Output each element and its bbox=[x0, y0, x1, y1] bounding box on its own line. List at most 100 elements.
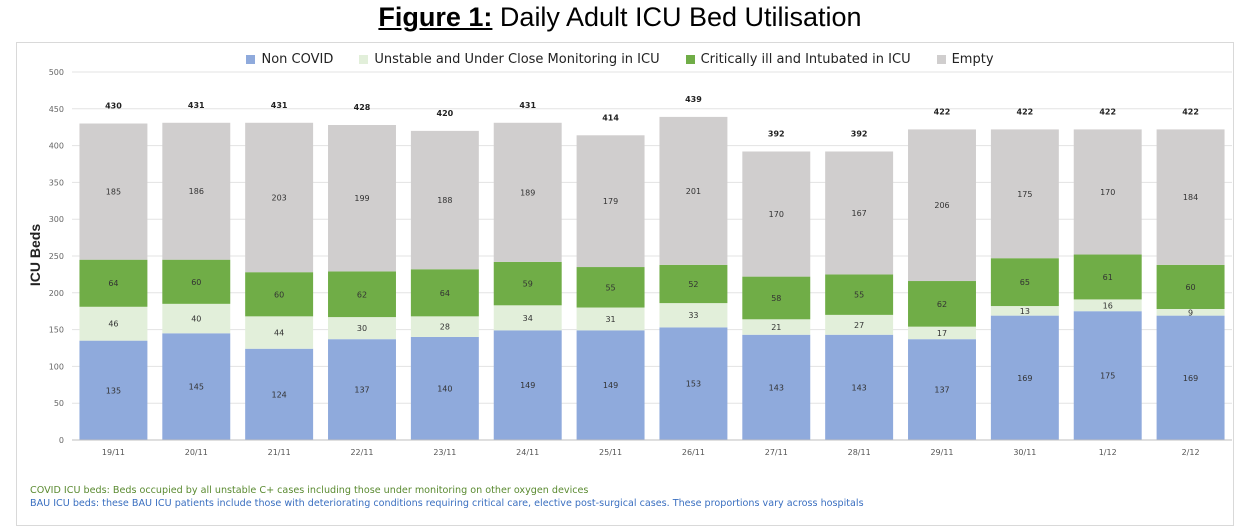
data-label: 135 bbox=[106, 386, 121, 395]
bar-segment bbox=[576, 330, 645, 440]
data-label: 124 bbox=[272, 390, 287, 399]
data-label: 64 bbox=[440, 289, 450, 298]
total-label: 392 bbox=[768, 129, 785, 138]
total-label: 431 bbox=[188, 101, 205, 110]
total-label: 422 bbox=[1182, 107, 1199, 116]
legend-label-unstable: Unstable and Under Close Monitoring in I… bbox=[374, 52, 660, 67]
bar-segment bbox=[162, 122, 231, 260]
data-label: 17 bbox=[937, 329, 947, 338]
data-label: 170 bbox=[769, 210, 784, 219]
bar-segment bbox=[162, 333, 231, 440]
data-label: 46 bbox=[108, 320, 118, 329]
y-tick-label: 150 bbox=[49, 326, 64, 335]
total-label: 414 bbox=[602, 113, 619, 122]
data-label: 199 bbox=[354, 194, 369, 203]
total-label: 420 bbox=[437, 109, 454, 118]
bar-segment bbox=[162, 303, 231, 334]
bar-segment bbox=[1073, 129, 1142, 255]
data-label: 65 bbox=[1020, 278, 1030, 287]
bar-segment bbox=[1156, 308, 1225, 316]
bar-segment bbox=[410, 130, 479, 270]
bar-segment bbox=[245, 348, 314, 440]
data-label: 149 bbox=[603, 381, 618, 390]
data-label: 62 bbox=[937, 300, 947, 309]
total-label: 428 bbox=[354, 103, 371, 112]
bar-segment bbox=[245, 122, 314, 273]
legend-item-unstable: Unstable and Under Close Monitoring in I… bbox=[359, 52, 660, 67]
data-label: 167 bbox=[852, 209, 867, 218]
x-tick-label: 25/11 bbox=[599, 448, 622, 457]
y-axis: 0 50 100 150 200 250 300 350 400 450 500 bbox=[49, 68, 64, 445]
bar-segment bbox=[659, 327, 728, 440]
bar-segment bbox=[1156, 264, 1225, 309]
data-label: 145 bbox=[189, 383, 204, 392]
data-label: 137 bbox=[934, 386, 949, 395]
x-tick-label: 20/11 bbox=[185, 448, 208, 457]
bar-segment bbox=[79, 259, 148, 307]
x-tick-label: 2/12 bbox=[1182, 448, 1200, 457]
data-label: 170 bbox=[1100, 188, 1115, 197]
data-label: 169 bbox=[1183, 374, 1198, 383]
data-label: 143 bbox=[769, 383, 784, 392]
data-label: 21 bbox=[771, 323, 781, 332]
bar-segment bbox=[245, 316, 314, 349]
data-label: 44 bbox=[274, 329, 284, 338]
bar-segment bbox=[742, 334, 811, 440]
bar-segment bbox=[908, 326, 976, 340]
x-tick-label: 28/11 bbox=[848, 448, 871, 457]
legend-swatch-unstable bbox=[359, 55, 369, 64]
bar-segment bbox=[79, 123, 148, 260]
bar-segment bbox=[742, 151, 811, 277]
legend-item-empty: Empty bbox=[936, 52, 994, 67]
y-tick-label: 0 bbox=[59, 436, 64, 445]
bar-segment bbox=[990, 306, 1059, 316]
data-label: 64 bbox=[108, 279, 118, 288]
chart-legend: Non COVID Unstable and Under Close Monit… bbox=[0, 52, 1240, 67]
data-label: 201 bbox=[686, 187, 701, 196]
data-label: 189 bbox=[520, 188, 535, 197]
bar-segment bbox=[742, 319, 811, 335]
bar-segment bbox=[825, 314, 894, 335]
data-label: 31 bbox=[605, 315, 615, 324]
data-label: 30 bbox=[357, 324, 367, 333]
legend-swatch-critically-ill bbox=[685, 55, 695, 64]
x-axis: 19/11 20/11 21/11 22/11 23/11 24/11 25/11 26/11… bbox=[72, 439, 1232, 457]
data-label: 185 bbox=[106, 188, 121, 197]
total-label: 422 bbox=[1017, 107, 1034, 116]
bar-segment bbox=[328, 271, 396, 318]
x-tick-label: 23/11 bbox=[433, 448, 456, 457]
data-label: 153 bbox=[686, 380, 701, 389]
data-label: 9 bbox=[1188, 308, 1193, 317]
total-label: 422 bbox=[934, 107, 951, 116]
data-label: 140 bbox=[437, 384, 452, 393]
data-label: 169 bbox=[1017, 374, 1032, 383]
bar-segment bbox=[825, 334, 894, 440]
chart-notes: COVID ICU beds: Beds occupied by all uns… bbox=[30, 484, 864, 510]
legend-swatch-empty bbox=[936, 55, 946, 64]
bar-segment bbox=[1073, 311, 1142, 440]
data-label: 34 bbox=[523, 314, 533, 323]
data-label: 27 bbox=[854, 321, 864, 330]
bar-segment bbox=[825, 274, 894, 315]
data-label: 143 bbox=[852, 383, 867, 392]
data-label: 16 bbox=[1103, 301, 1113, 310]
data-label: 184 bbox=[1183, 193, 1198, 202]
bar-segment bbox=[1073, 254, 1142, 300]
bar-segment bbox=[659, 264, 728, 304]
data-label: 55 bbox=[605, 283, 615, 292]
bar-segment bbox=[79, 306, 148, 341]
note-covid: COVID ICU beds: Beds occupied by all uns… bbox=[30, 485, 589, 496]
data-label: 203 bbox=[272, 193, 287, 202]
legend-label-non-covid: Non COVID bbox=[261, 52, 334, 67]
data-label: 59 bbox=[523, 280, 533, 289]
y-tick-label: 400 bbox=[49, 142, 64, 151]
total-label: 422 bbox=[1099, 107, 1116, 116]
x-tick-label: 27/11 bbox=[765, 448, 788, 457]
data-label: 28 bbox=[440, 323, 450, 332]
bar-segment bbox=[493, 330, 562, 440]
data-label: 55 bbox=[854, 291, 864, 300]
legend-swatch-non-covid bbox=[246, 55, 256, 64]
x-tick-label: 29/11 bbox=[930, 448, 953, 457]
data-label: 61 bbox=[1103, 273, 1113, 282]
y-tick-label: 250 bbox=[49, 252, 64, 261]
